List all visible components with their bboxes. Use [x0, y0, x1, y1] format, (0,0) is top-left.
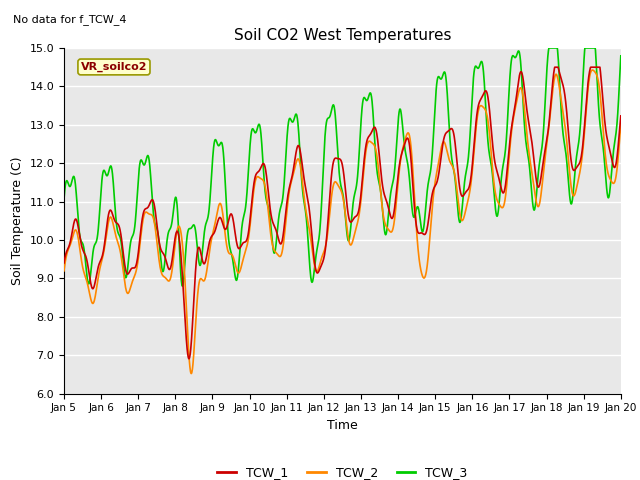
- Legend: TCW_1, TCW_2, TCW_3: TCW_1, TCW_2, TCW_3: [212, 461, 473, 480]
- Y-axis label: Soil Temperature (C): Soil Temperature (C): [11, 156, 24, 285]
- Text: No data for f_TCW_4: No data for f_TCW_4: [13, 14, 126, 25]
- Text: VR_soilco2: VR_soilco2: [81, 62, 147, 72]
- Title: Soil CO2 West Temperatures: Soil CO2 West Temperatures: [234, 28, 451, 43]
- X-axis label: Time: Time: [327, 419, 358, 432]
